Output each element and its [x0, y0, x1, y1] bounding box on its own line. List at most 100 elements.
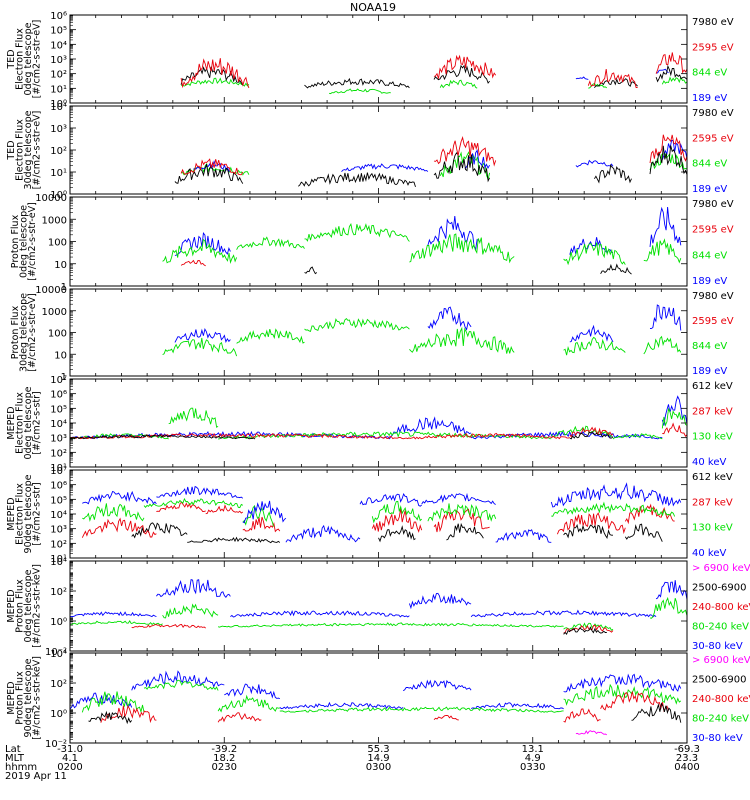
- footer-row-label: hhmm: [5, 762, 37, 773]
- legend-entry: 240-800 keV: [692, 602, 750, 613]
- y-tick-label: 10000: [35, 285, 67, 296]
- panel-frame: [69, 469, 688, 559]
- series-4-trace: [69, 431, 614, 440]
- footer-hhmm-value: 0330: [520, 762, 545, 773]
- legend-entry: 2595 eV: [692, 42, 734, 53]
- y-tick-label: 1: [61, 282, 67, 293]
- series-4-trace: [180, 134, 688, 176]
- y-axis-label: [#/cm2-s-str]: [32, 391, 43, 454]
- panel-frame: [69, 378, 688, 468]
- footer-lat-value: -69.3: [674, 744, 700, 755]
- footer-hhmm-value: 0300: [366, 762, 391, 773]
- y-axis-label: 0deg telescope: [23, 569, 34, 642]
- panel-frame: [69, 105, 688, 195]
- y-axis-label: TED: [6, 49, 17, 69]
- y-tick-label: 10⁰: [50, 617, 67, 628]
- legend-entry: 189 eV: [692, 93, 727, 104]
- legend-entry: > 6900 keV: [692, 563, 750, 574]
- footer-lat-value: -31.0: [57, 744, 83, 755]
- legend-entry: 844 eV: [692, 159, 727, 170]
- y-tick-label: 10⁶: [50, 481, 67, 492]
- y-tick-label: 10⁵: [50, 495, 67, 506]
- series-1-trace: [304, 263, 632, 275]
- series-4-trace: [82, 482, 682, 543]
- series-1-trace: [69, 670, 682, 710]
- y-tick-label: 10⁰: [50, 99, 67, 110]
- legend-entry: 2500-6900: [692, 583, 747, 594]
- series-2-trace: [69, 596, 688, 631]
- y-axis-label: 0deg telescope: [23, 22, 34, 95]
- y-axis-label: 90deg telescope: [23, 474, 34, 553]
- y-tick-label: 10⁴: [50, 649, 67, 660]
- y-tick-label: 10³: [50, 124, 67, 135]
- legend-entry: 287 keV: [692, 406, 733, 417]
- series-3-trace: [69, 422, 688, 440]
- y-axis-label: 0deg telescope: [23, 386, 34, 459]
- series-2-trace: [81, 502, 675, 538]
- y-tick-label: 10³: [50, 525, 67, 536]
- y-tick-label: 10²: [50, 448, 67, 459]
- y-tick-label: 10¹: [50, 168, 67, 179]
- y-tick-label: 10⁻²: [45, 647, 67, 658]
- y-axis-label: [#/cm2-s-str-eV]: [32, 20, 43, 99]
- y-tick-label: 10¹: [50, 554, 67, 565]
- y-tick-label: 10⁷: [50, 375, 67, 386]
- legend-entry: 40 keV: [692, 457, 726, 468]
- y-tick-label: 10⁵: [50, 404, 67, 415]
- series-4-trace: [88, 702, 682, 725]
- y-axis-label: Proton Flux: [10, 305, 21, 359]
- y-tick-label: 10⁴: [50, 510, 67, 521]
- footer-row-label: 2019 Apr 11: [5, 771, 67, 782]
- y-axis-label: [#/cm2-s-str-eV]: [27, 202, 38, 281]
- y-tick-label: 10¹: [50, 84, 67, 95]
- series-2-trace: [162, 317, 682, 357]
- y-tick-label: 10³: [50, 434, 67, 445]
- panel-frame: [69, 196, 688, 287]
- series-1-trace: [69, 579, 688, 618]
- series-2-trace: [81, 679, 682, 714]
- series-4-trace: [162, 223, 682, 266]
- y-tick-label: 1: [61, 372, 67, 383]
- footer-mlt-value: 18.2: [213, 753, 235, 764]
- y-axis-label: Proton Flux: [10, 214, 21, 268]
- y-tick-label: 10²: [50, 539, 67, 550]
- y-tick-label: 10²: [50, 70, 67, 81]
- legend-entry: 7980 eV: [692, 199, 734, 210]
- footer-mlt-value: 4.1: [62, 753, 78, 764]
- y-axis-label: 90deg telescope: [23, 658, 34, 737]
- legend-entry: 189 eV: [692, 366, 727, 377]
- legend-entry: 612 keV: [692, 472, 733, 483]
- y-tick-label: 10⁷: [50, 466, 67, 477]
- y-axis-label: Electron Flux: [15, 28, 26, 90]
- y-axis-label: Electron Flux: [15, 483, 26, 545]
- legend-entry: 240-800 keV: [692, 694, 750, 705]
- y-tick-label: 10⁴: [50, 102, 67, 113]
- legend-entry: 2595 eV: [692, 133, 734, 144]
- y-axis-label: [#/cm2-s-str]: [32, 482, 43, 545]
- series-1-trace: [174, 304, 682, 343]
- y-axis-label: Electron Flux: [15, 392, 26, 454]
- panel-frame: [69, 652, 688, 744]
- series-3-trace: [82, 497, 676, 527]
- y-tick-label: 10⁰: [50, 709, 67, 720]
- y-axis-label: MEPED: [6, 681, 17, 714]
- y-axis-label: 0deg telescope: [19, 205, 30, 278]
- legend-entry: 189 eV: [692, 276, 727, 287]
- footer-mlt-value: 4.9: [525, 753, 541, 764]
- series-1-trace: [131, 522, 663, 544]
- y-tick-label: 10²: [50, 679, 67, 690]
- panel-frame: [69, 560, 688, 652]
- legend-entry: 130 keV: [692, 523, 733, 534]
- y-tick-label: 10⁶: [50, 390, 67, 401]
- series-3-trace: [174, 145, 688, 188]
- footer-lat-value: 13.1: [522, 744, 544, 755]
- legend-entry: 130 keV: [692, 432, 733, 443]
- series-2-trace: [193, 139, 688, 173]
- y-axis-label: Electron Flux: [15, 119, 26, 181]
- panel-frame: [69, 14, 688, 104]
- y-axis-label: [#/cm2-s-str-keV]: [32, 656, 43, 740]
- footer-hhmm-value: 0400: [674, 762, 699, 773]
